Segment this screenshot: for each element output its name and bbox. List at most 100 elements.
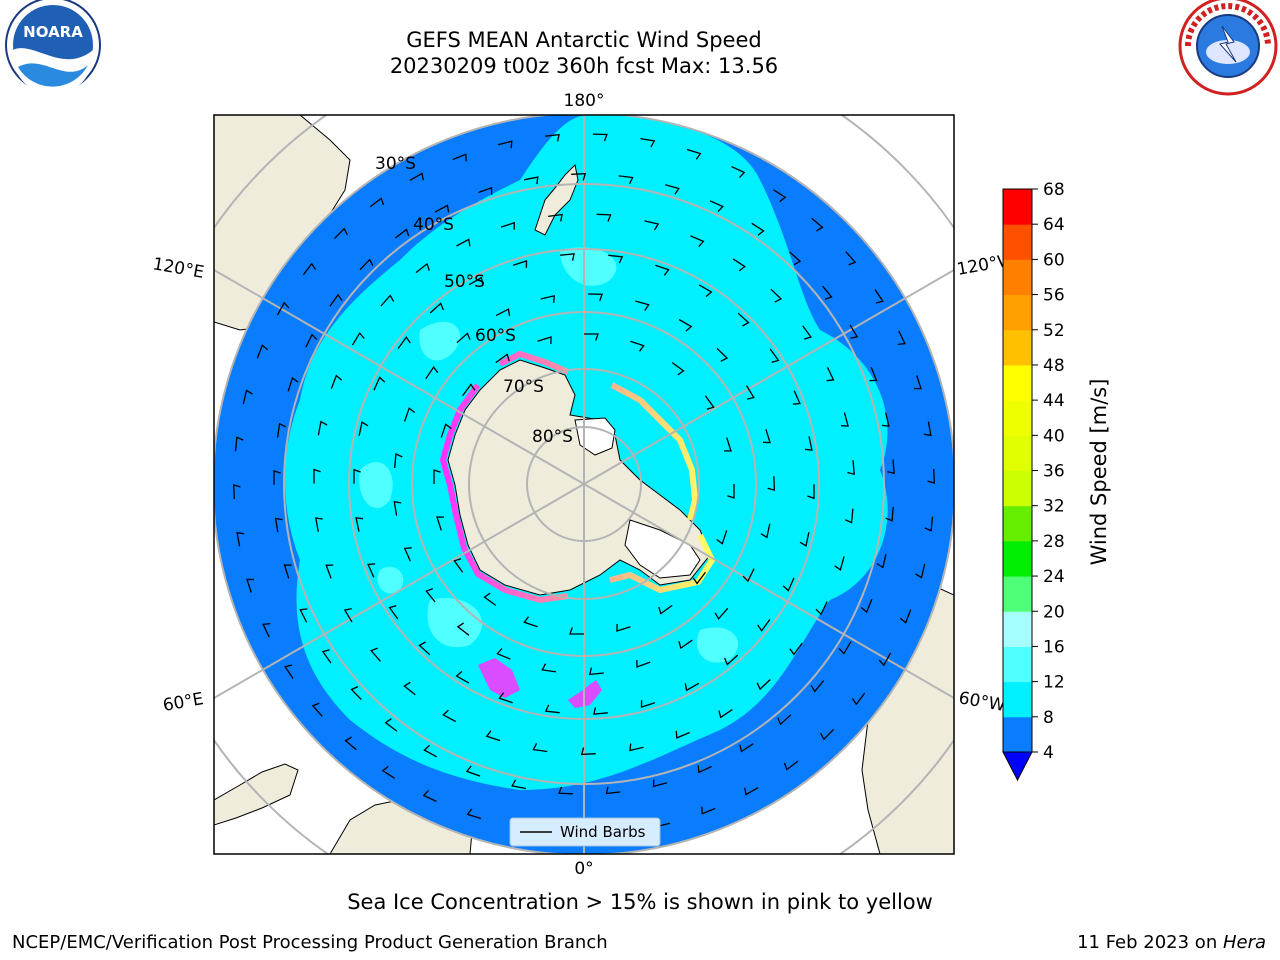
wind-barb <box>429 302 445 314</box>
wind-barb <box>513 260 528 268</box>
wind-barb <box>635 300 650 311</box>
wind-barb <box>665 184 680 195</box>
wind-barb <box>826 367 835 382</box>
wind-barb <box>757 619 771 632</box>
wind-barb <box>498 140 513 149</box>
wind-barb <box>415 262 430 274</box>
wind-barb <box>732 258 746 272</box>
legend-label: Wind Barbs <box>560 823 646 841</box>
wind-barb <box>541 663 557 673</box>
wind-barb <box>333 227 348 240</box>
wind-barb <box>330 374 343 389</box>
wind-barb <box>616 623 631 632</box>
colorbar-tick-label: 28 <box>1043 532 1065 552</box>
sea-ice-note: Sea Ice Concentration > 15% is shown in … <box>347 890 933 914</box>
sea-ice-patch <box>478 658 520 698</box>
wind-barb <box>769 348 780 364</box>
wind-barb <box>762 429 771 444</box>
lon-label-bottom: 0° <box>574 859 593 879</box>
lat-label: 70°S <box>503 377 544 397</box>
colorbar-bin <box>1003 435 1032 471</box>
wind-barb <box>804 436 813 451</box>
wind-barb <box>887 459 895 475</box>
wind-barb <box>869 367 878 382</box>
chart-subtitle: 20230209 t00z 360h fcst Max: 13.56 <box>389 54 779 78</box>
wind-barb <box>558 786 574 795</box>
wind-barb <box>495 353 510 364</box>
wind-barb <box>751 222 765 236</box>
wind-barb <box>847 460 855 476</box>
wind-barb <box>704 395 715 410</box>
wind-barb <box>851 692 866 706</box>
colorbar-tick-label: 48 <box>1043 356 1065 376</box>
wind-barb <box>433 469 441 484</box>
wind-barb <box>723 437 732 452</box>
wind-barb <box>802 325 812 340</box>
wind-barb <box>540 294 556 303</box>
wind-barb <box>727 484 735 499</box>
colorbar-tick-label: 44 <box>1043 391 1065 411</box>
wind-barb <box>718 709 733 719</box>
wind-barb <box>359 258 374 271</box>
wind-barb <box>465 765 481 777</box>
wind-barb <box>580 747 596 756</box>
wind-barb <box>418 641 431 656</box>
colorbar-bin <box>1003 364 1032 401</box>
colorbar-bin <box>1003 400 1032 436</box>
wind-barb <box>770 288 783 303</box>
wind-barb <box>716 347 729 362</box>
wind-barb <box>373 376 386 391</box>
wind-barb <box>496 648 511 660</box>
colorbar-tick-label: 20 <box>1043 602 1065 622</box>
lat-label: 30°S <box>375 154 416 174</box>
wind-barb <box>678 639 693 650</box>
colorbar-under-arrow <box>1002 751 1033 782</box>
wind-barb <box>544 704 560 714</box>
lon-label-top: 180° <box>564 91 605 111</box>
wind-barb <box>397 336 411 349</box>
wind-barb <box>462 383 476 397</box>
colorbar-bin <box>1003 224 1032 260</box>
wind-barb <box>532 743 548 753</box>
wind-barb <box>456 622 470 636</box>
wind-barb <box>313 468 321 484</box>
wind-barb <box>927 468 935 484</box>
wind-barb <box>545 133 560 142</box>
wind-barb <box>344 736 357 751</box>
colorbar-bin <box>1003 716 1032 753</box>
wind-barb <box>395 228 410 239</box>
wind-barb <box>425 365 439 380</box>
wind-barb <box>636 659 651 668</box>
colorbar-tick-label: 24 <box>1043 567 1065 587</box>
colorbar-bin <box>1003 681 1032 718</box>
wind-barb <box>560 253 575 261</box>
wind-barb <box>380 294 395 307</box>
wind-barb <box>584 333 599 341</box>
wind-barb <box>242 389 253 405</box>
wind-barb <box>655 264 670 276</box>
wind-barb <box>686 148 702 160</box>
colorbar-bin <box>1003 505 1032 542</box>
wind-barb <box>384 718 398 732</box>
wind-barb <box>440 423 452 438</box>
wind-barb <box>811 217 824 232</box>
wind-barb <box>876 553 887 569</box>
wind-barbs <box>233 133 935 835</box>
wind-barb <box>287 376 299 392</box>
wind-barb <box>844 508 854 524</box>
wind-barb <box>511 779 527 790</box>
wind-barb <box>276 301 290 316</box>
wind-barb <box>485 730 501 742</box>
lat-label: 40°S <box>413 215 454 235</box>
lat-label: 60°S <box>475 326 516 346</box>
wind-barb <box>593 707 608 715</box>
wind-barb <box>442 709 457 723</box>
wind-barb <box>697 765 712 774</box>
wind-barb <box>425 587 436 603</box>
wind-barb <box>233 484 241 500</box>
wind-barb <box>789 251 802 266</box>
wind-barb <box>343 607 353 623</box>
wind-barb <box>838 641 852 655</box>
wind-barb <box>742 568 755 583</box>
wind-barb <box>701 806 716 815</box>
